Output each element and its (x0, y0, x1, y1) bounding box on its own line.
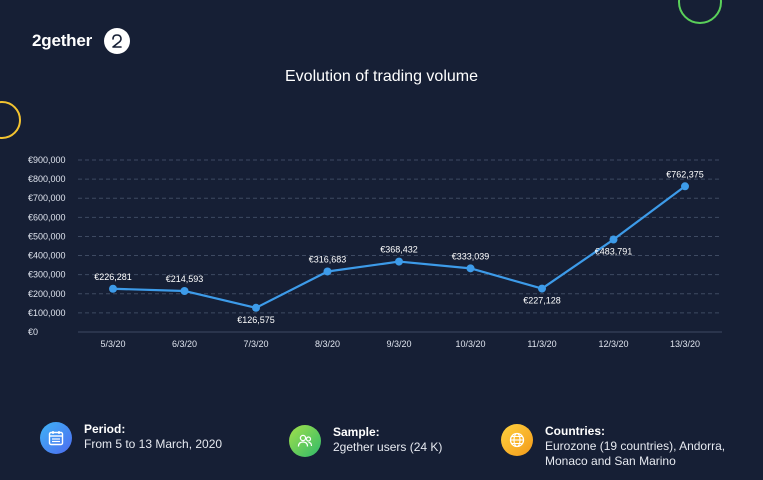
sample-value: 2gether users (24 K) (333, 440, 443, 454)
data-point (252, 303, 260, 312)
data-point (323, 267, 332, 276)
data-label: €483,791 (595, 247, 633, 257)
footer-period: Period: From 5 to 13 March, 2020 (40, 422, 222, 454)
countries-value-line2: Monaco and San Marino (545, 454, 676, 468)
y-tick-label: €600,000 (28, 212, 66, 222)
data-point (538, 284, 546, 293)
data-point (109, 284, 117, 293)
brand-name: 2gether (32, 31, 93, 50)
y-tick-label: €0 (28, 327, 38, 337)
brand: 2gether (32, 28, 131, 54)
period-value: From 5 to 13 March, 2020 (84, 437, 223, 451)
brand-logo-icon (104, 28, 131, 54)
countries-label: Countries: (545, 424, 605, 438)
y-tick-label: €500,000 (28, 231, 66, 241)
sample-label: Sample: (333, 425, 380, 439)
x-tick-label: 13/3/20 (670, 339, 700, 349)
calendar-icon (40, 422, 72, 454)
x-tick-label: 9/3/20 (386, 339, 411, 349)
x-tick-label: 5/3/20 (100, 339, 125, 349)
trading-volume-chart: €0 €100,000 €200,000 €300,000 €400,000 €500,0… (28, 155, 722, 349)
y-tick-label: €700,000 (28, 193, 66, 203)
globe-icon (501, 424, 533, 456)
y-tick-label: €400,000 (28, 251, 66, 261)
data-label: €126,575 (237, 315, 275, 325)
data-point (180, 286, 189, 295)
x-tick-label: 6/3/20 (172, 339, 197, 349)
data-point (466, 264, 475, 273)
y-tick-label: €800,000 (28, 174, 66, 184)
data-label: €227,128 (523, 296, 561, 306)
footer-sample: Sample: 2gether users (24 K) (289, 425, 442, 457)
data-label: €762,375 (666, 169, 704, 179)
data-point (681, 182, 689, 191)
x-tick-label: 11/3/20 (527, 339, 556, 349)
x-tick-label: 7/3/20 (243, 339, 268, 349)
data-label: €333,039 (452, 251, 490, 261)
chart-title: Evolution of trading volume (285, 68, 478, 85)
data-point (609, 235, 618, 244)
users-icon (289, 425, 321, 457)
countries-value-line1: Eurozone (19 countries), Andorra, (545, 439, 726, 453)
y-tick-label: €300,000 (28, 270, 66, 280)
y-tick-label: €900,000 (28, 155, 66, 165)
data-label: €316,683 (309, 254, 347, 264)
data-label: €368,432 (380, 245, 418, 255)
data-label: €226,281 (94, 272, 132, 282)
data-label: €214,593 (166, 274, 204, 284)
y-tick-label: €200,000 (28, 289, 66, 299)
y-tick-label: €100,000 (28, 308, 66, 318)
footer-countries: Countries: Eurozone (19 countries), Ando… (501, 424, 725, 469)
x-tick-label: 10/3/20 (455, 339, 485, 349)
x-tick-label: 12/3/20 (598, 339, 628, 349)
x-tick-label: 8/3/20 (315, 339, 340, 349)
period-label: Period: (84, 422, 126, 436)
data-point (395, 257, 403, 266)
